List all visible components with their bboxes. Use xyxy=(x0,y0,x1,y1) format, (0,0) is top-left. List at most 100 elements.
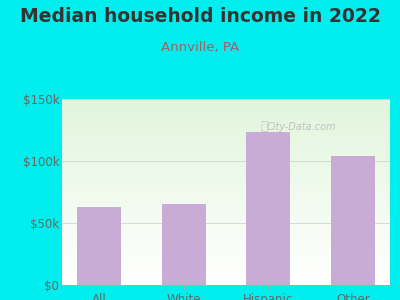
Bar xyxy=(62,160,390,161)
Bar xyxy=(62,239,390,240)
Bar xyxy=(62,276,390,277)
Bar xyxy=(62,204,390,205)
Bar xyxy=(62,131,390,133)
Bar xyxy=(62,123,390,124)
Bar xyxy=(62,128,390,129)
Bar xyxy=(62,264,390,265)
Bar xyxy=(62,192,390,193)
Bar xyxy=(62,186,390,187)
Bar xyxy=(62,282,390,283)
Bar xyxy=(62,164,390,165)
Bar xyxy=(62,283,390,284)
Bar xyxy=(62,203,390,204)
Bar xyxy=(62,136,390,137)
Bar xyxy=(62,238,390,239)
Bar xyxy=(62,180,390,181)
Bar xyxy=(331,156,375,285)
Bar xyxy=(62,256,390,257)
Bar xyxy=(62,148,390,149)
Bar xyxy=(62,258,390,259)
Bar xyxy=(77,207,121,285)
Bar xyxy=(62,116,390,117)
Bar xyxy=(62,218,390,219)
Bar xyxy=(62,101,390,102)
Text: City-Data.com: City-Data.com xyxy=(267,122,336,132)
Bar xyxy=(62,158,390,159)
Bar xyxy=(62,184,390,185)
Bar xyxy=(62,277,390,278)
Bar xyxy=(62,115,390,116)
Bar xyxy=(62,173,390,174)
Bar xyxy=(62,214,390,215)
Bar xyxy=(62,265,390,266)
Bar xyxy=(62,224,390,226)
Bar xyxy=(62,103,390,104)
Bar xyxy=(62,268,390,269)
Bar xyxy=(62,244,390,245)
Bar xyxy=(62,228,390,229)
Bar xyxy=(62,275,390,276)
Bar xyxy=(62,201,390,202)
Bar xyxy=(62,175,390,176)
Bar xyxy=(62,188,390,189)
Bar xyxy=(62,120,390,121)
Bar xyxy=(62,202,390,203)
Bar xyxy=(62,102,390,103)
Bar xyxy=(62,217,390,218)
Bar xyxy=(62,211,390,212)
Bar xyxy=(246,133,290,285)
Bar xyxy=(62,227,390,228)
Bar xyxy=(62,118,390,119)
Bar xyxy=(62,216,390,217)
Bar xyxy=(62,284,390,285)
Bar xyxy=(62,183,390,184)
Bar xyxy=(62,109,390,110)
Bar xyxy=(62,99,390,100)
Bar xyxy=(62,147,390,148)
Bar xyxy=(62,246,390,247)
Bar xyxy=(62,252,390,253)
Bar xyxy=(62,242,390,243)
Bar xyxy=(62,222,390,223)
Bar xyxy=(62,149,390,150)
Bar xyxy=(62,267,390,268)
Bar xyxy=(62,106,390,107)
Bar xyxy=(62,124,390,125)
Bar xyxy=(62,257,390,258)
Bar xyxy=(62,230,390,231)
Bar xyxy=(62,273,390,274)
Bar xyxy=(62,197,390,198)
Bar xyxy=(62,237,390,238)
Bar xyxy=(62,122,390,123)
Bar xyxy=(62,168,390,169)
Bar xyxy=(62,270,390,271)
Bar xyxy=(62,207,390,208)
Bar xyxy=(62,162,390,163)
Bar xyxy=(62,143,390,144)
Bar xyxy=(62,182,390,183)
Bar xyxy=(62,152,390,153)
Text: ⒠: ⒠ xyxy=(260,120,268,134)
Bar xyxy=(62,193,390,194)
Bar xyxy=(62,210,390,211)
Bar xyxy=(62,161,390,162)
Bar xyxy=(62,177,390,178)
Bar xyxy=(62,233,390,234)
Bar xyxy=(62,174,390,175)
Bar xyxy=(62,119,390,120)
Bar xyxy=(62,156,390,157)
Bar xyxy=(62,108,390,109)
Bar xyxy=(62,169,390,170)
Bar xyxy=(62,137,390,138)
Bar xyxy=(62,241,390,242)
Bar xyxy=(62,220,390,221)
Bar xyxy=(62,160,390,161)
Text: Median household income in 2022: Median household income in 2022 xyxy=(20,8,380,26)
Bar xyxy=(62,251,390,252)
Bar xyxy=(62,213,390,214)
Bar xyxy=(62,172,390,173)
Bar xyxy=(162,204,206,285)
Bar xyxy=(62,263,390,264)
Bar xyxy=(62,266,390,267)
Bar xyxy=(62,114,390,115)
